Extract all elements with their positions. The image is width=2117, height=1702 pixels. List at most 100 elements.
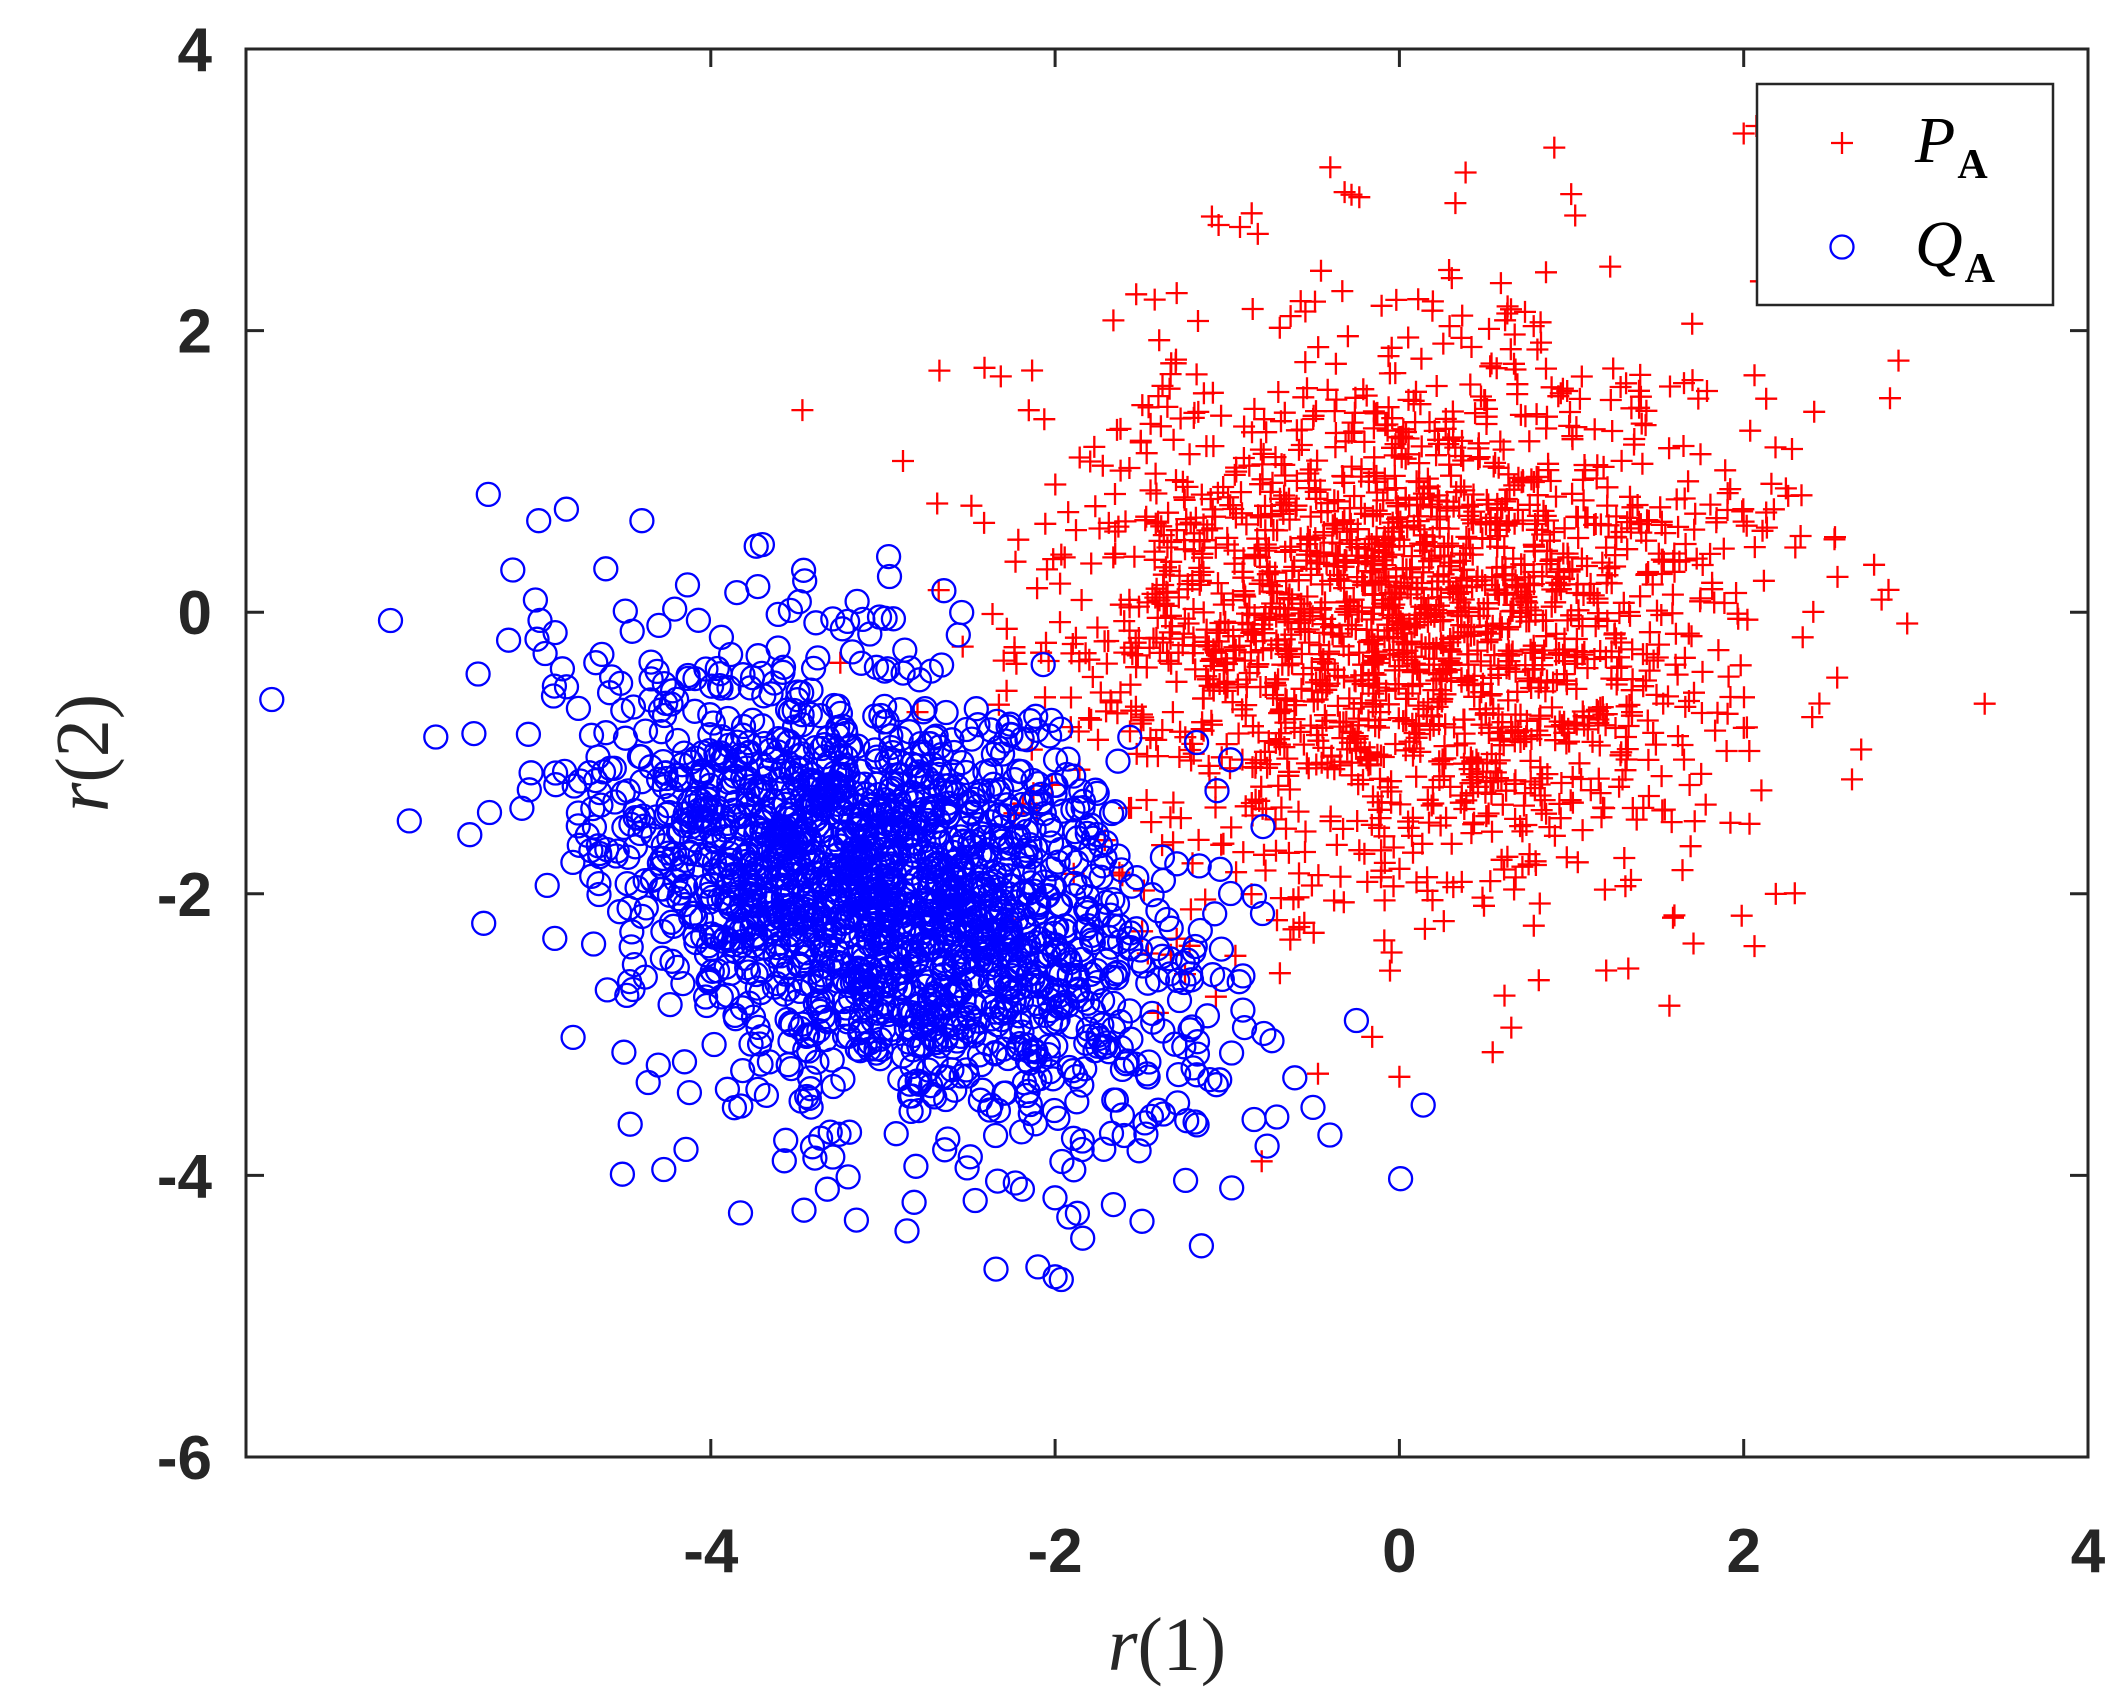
data-point-plus xyxy=(1157,649,1180,672)
data-point-plus xyxy=(1174,538,1196,561)
data-point-plus xyxy=(1548,642,1570,664)
x-tick-label: -4 xyxy=(683,1517,739,1586)
data-point-circle xyxy=(830,755,857,781)
data-point-circle xyxy=(629,508,655,534)
data-point-plus xyxy=(1356,870,1379,893)
data-point-plus xyxy=(1560,183,1583,206)
data-point-plus xyxy=(1527,676,1550,699)
data-point-circle xyxy=(1099,964,1125,990)
data-point-circle xyxy=(610,697,636,724)
data-point-circle xyxy=(891,959,917,985)
data-point-plus xyxy=(1330,625,1353,648)
data-point-circle xyxy=(758,681,784,707)
data-point-plus xyxy=(1080,552,1103,575)
data-point-plus xyxy=(1449,549,1472,572)
data-point-plus xyxy=(1490,848,1513,871)
data-point-circle xyxy=(982,822,1009,849)
data-point-circle xyxy=(1133,1121,1159,1147)
data-point-circle xyxy=(816,1007,842,1033)
data-point-plus xyxy=(1370,294,1393,317)
data-point-circle xyxy=(1171,1034,1197,1060)
data-point-circle xyxy=(919,1016,945,1043)
data-point-circle xyxy=(967,923,994,949)
data-point-plus xyxy=(1495,488,1518,510)
data-point-circle xyxy=(847,758,873,784)
data-point-plus xyxy=(1395,687,1418,710)
data-point-circle xyxy=(834,608,861,635)
data-point-plus xyxy=(1377,693,1400,716)
data-point-circle xyxy=(831,988,857,1015)
data-point-circle xyxy=(701,858,728,884)
data-point-circle xyxy=(1075,1016,1101,1042)
data-point-plus xyxy=(1421,525,1444,548)
data-point-plus xyxy=(1677,470,1700,493)
data-point-plus xyxy=(1638,621,1661,644)
data-point-plus xyxy=(1689,443,1712,466)
data-point-circle xyxy=(1259,1028,1285,1054)
data-point-plus xyxy=(1726,602,1749,625)
data-point-plus xyxy=(1467,598,1490,620)
data-point-plus xyxy=(1595,959,1618,982)
data-point-plus xyxy=(1489,729,1512,752)
data-point-plus xyxy=(1403,652,1426,675)
data-point-plus xyxy=(1332,817,1355,840)
data-point-plus xyxy=(1458,527,1480,550)
data-point-circle xyxy=(967,841,993,867)
data-point-plus xyxy=(1367,652,1390,674)
data-point-circle xyxy=(1018,844,1044,870)
data-point-circle xyxy=(553,496,580,522)
data-point-circle xyxy=(658,909,685,935)
data-point-plus xyxy=(1468,698,1491,721)
data-point-plus xyxy=(1152,574,1175,596)
data-point-plus xyxy=(1402,389,1425,412)
data-point-plus xyxy=(1504,358,1527,381)
data-point-plus xyxy=(1715,740,1738,762)
data-point-circle xyxy=(1063,849,1090,876)
data-point-plus xyxy=(1470,681,1493,704)
data-point-plus xyxy=(1060,686,1082,709)
data-point-plus xyxy=(1193,529,1216,552)
data-point-plus xyxy=(1432,332,1455,355)
data-point-plus xyxy=(1453,479,1476,502)
data-point-circle xyxy=(645,766,672,793)
data-point-circle xyxy=(612,598,638,624)
data-point-plus xyxy=(1348,839,1371,862)
data-point-circle xyxy=(1032,1002,1058,1029)
data-point-circle xyxy=(1231,1014,1258,1041)
data-point-plus xyxy=(1739,419,1762,442)
data-point-plus xyxy=(1289,612,1311,634)
data-point-circle xyxy=(1111,1122,1137,1149)
data-point-circle xyxy=(1105,748,1131,774)
data-point-plus xyxy=(1296,377,1318,400)
data-point-plus xyxy=(1460,336,1483,358)
data-point-circle xyxy=(784,735,810,761)
data-point-circle xyxy=(586,881,612,908)
data-point-plus xyxy=(1427,428,1450,451)
data-point-plus xyxy=(1292,386,1315,409)
data-point-plus xyxy=(1701,578,1724,601)
data-point-circle xyxy=(933,1086,959,1113)
data-point-plus xyxy=(1704,719,1727,742)
data-point-circle xyxy=(1139,1000,1165,1027)
legend-box xyxy=(1755,82,2055,307)
data-point-circle xyxy=(675,665,701,692)
data-point-plus xyxy=(1673,748,1695,771)
data-point-plus xyxy=(1764,436,1787,459)
data-point-plus xyxy=(1439,775,1462,798)
data-point-circle xyxy=(708,675,734,701)
data-point-circle xyxy=(1098,1120,1125,1146)
data-point-circle xyxy=(1080,930,1106,956)
data-point-plus xyxy=(1566,851,1589,874)
data-point-plus xyxy=(1358,629,1381,652)
data-point-plus xyxy=(1202,655,1225,677)
data-point-plus xyxy=(1157,501,1180,524)
data-point-plus xyxy=(1238,662,1261,684)
data-point-plus xyxy=(1232,566,1255,589)
data-point-plus xyxy=(1373,825,1396,848)
data-point-plus xyxy=(1210,746,1233,769)
data-point-circle xyxy=(1241,1106,1267,1133)
data-point-plus xyxy=(1619,517,1642,540)
data-point-circle xyxy=(667,880,693,906)
data-point-circle xyxy=(949,857,976,884)
data-point-plus xyxy=(1187,400,1210,423)
